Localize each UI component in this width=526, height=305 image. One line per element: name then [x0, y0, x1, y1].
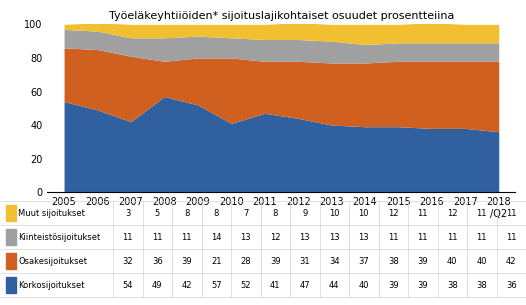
Text: 38: 38 [447, 281, 458, 290]
Text: 9: 9 [302, 209, 307, 218]
Text: 11: 11 [477, 209, 487, 218]
Text: 14: 14 [211, 233, 221, 242]
Text: 13: 13 [240, 233, 251, 242]
Text: 11: 11 [388, 233, 399, 242]
Text: 52: 52 [240, 281, 251, 290]
Text: 36: 36 [506, 281, 517, 290]
Text: 37: 37 [358, 257, 369, 266]
Bar [6, 229, 16, 245]
Text: 8: 8 [214, 209, 219, 218]
Text: 11: 11 [477, 233, 487, 242]
Text: 11: 11 [181, 233, 192, 242]
Text: 42: 42 [181, 281, 192, 290]
Text: 39: 39 [181, 257, 192, 266]
Text: 10: 10 [359, 209, 369, 218]
Text: 11: 11 [152, 233, 163, 242]
Text: 42: 42 [506, 257, 517, 266]
Text: 54: 54 [123, 281, 133, 290]
Text: 11: 11 [123, 233, 133, 242]
Text: Muut sijoitukset: Muut sijoitukset [18, 209, 85, 218]
Bar [6, 277, 16, 293]
Text: 57: 57 [211, 281, 221, 290]
Text: 7: 7 [243, 209, 248, 218]
Text: 11: 11 [506, 209, 517, 218]
Text: 40: 40 [447, 257, 458, 266]
Text: 3: 3 [125, 209, 130, 218]
Text: 8: 8 [184, 209, 189, 218]
Text: 41: 41 [270, 281, 280, 290]
Text: 28: 28 [240, 257, 251, 266]
Title: Työeläkeyhtiiöiden* sijoituslajikohtaiset osuudet prosentteiina: Työeläkeyhtiiöiden* sijoituslajikohtaise… [109, 11, 454, 21]
Text: 47: 47 [299, 281, 310, 290]
Text: 39: 39 [270, 257, 280, 266]
Text: 49: 49 [152, 281, 163, 290]
Text: 39: 39 [418, 281, 428, 290]
Text: 11: 11 [506, 233, 517, 242]
Text: 11: 11 [447, 233, 458, 242]
Text: 8: 8 [272, 209, 278, 218]
Text: 13: 13 [359, 233, 369, 242]
Text: 34: 34 [329, 257, 340, 266]
Text: 32: 32 [123, 257, 133, 266]
Text: 12: 12 [447, 209, 458, 218]
Bar [6, 253, 16, 269]
Text: 40: 40 [477, 257, 487, 266]
Text: 5: 5 [155, 209, 160, 218]
Text: 10: 10 [329, 209, 340, 218]
Text: 44: 44 [329, 281, 340, 290]
Text: 40: 40 [359, 281, 369, 290]
Text: Kiinteistösijoitukset: Kiinteistösijoitukset [18, 233, 100, 242]
Text: 36: 36 [152, 257, 163, 266]
Text: 21: 21 [211, 257, 221, 266]
Text: 12: 12 [388, 209, 399, 218]
Text: 11: 11 [418, 209, 428, 218]
Text: 13: 13 [299, 233, 310, 242]
Text: 11: 11 [418, 233, 428, 242]
Text: 31: 31 [299, 257, 310, 266]
Text: 12: 12 [270, 233, 280, 242]
Text: 38: 38 [388, 257, 399, 266]
Text: 39: 39 [388, 281, 399, 290]
Text: Korkosijoitukset: Korkosijoitukset [18, 281, 85, 290]
Text: 39: 39 [418, 257, 428, 266]
Text: Osakesijoitukset: Osakesijoitukset [18, 257, 87, 266]
Text: 38: 38 [477, 281, 487, 290]
Bar [6, 205, 16, 221]
Text: 13: 13 [329, 233, 340, 242]
